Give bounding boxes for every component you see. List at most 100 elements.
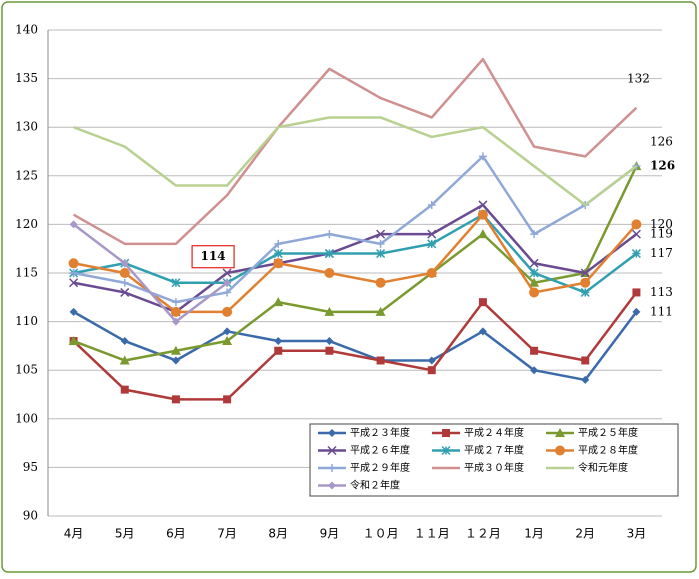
y-tick-label: 135 [15, 71, 38, 85]
annotation-box [191, 245, 235, 269]
x-tick-label: 7月 [217, 527, 237, 541]
marker [478, 200, 488, 210]
y-tick-label: 140 [15, 23, 38, 37]
marker [170, 306, 181, 317]
marker [325, 337, 334, 346]
marker [427, 356, 436, 365]
legend-label: 平成２３年度 [350, 426, 410, 439]
marker [427, 229, 437, 239]
series-line [73, 213, 638, 314]
marker [274, 346, 283, 355]
x-tick-label: 3月 [627, 527, 647, 541]
x-tick-label: 8月 [268, 527, 288, 541]
data-label: 126 [650, 159, 675, 173]
series-line [72, 291, 638, 401]
marker [427, 200, 436, 209]
series-line [72, 223, 228, 323]
legend-box [309, 423, 679, 497]
marker [631, 219, 642, 230]
data-label: 111 [650, 304, 673, 318]
series-line [73, 155, 638, 304]
legend-label: 平成３０年度 [464, 461, 524, 474]
legend-label: 平成２５年度 [578, 426, 638, 439]
marker [324, 268, 335, 278]
marker [171, 356, 180, 365]
series-line [72, 310, 638, 382]
marker [529, 268, 539, 278]
y-tick-label: 110 [15, 314, 38, 328]
marker [223, 395, 232, 404]
marker [632, 288, 641, 297]
marker [222, 336, 233, 346]
marker [631, 249, 641, 259]
marker [274, 337, 283, 346]
marker [477, 209, 488, 220]
marker [170, 345, 181, 355]
marker [68, 258, 79, 269]
marker [69, 220, 78, 229]
marker [530, 366, 539, 375]
y-tick-label: 95 [23, 460, 38, 474]
y-tick-label: 100 [15, 411, 38, 425]
marker [478, 327, 487, 336]
marker [69, 307, 78, 316]
marker [324, 249, 334, 259]
marker [273, 258, 284, 269]
marker [327, 445, 337, 456]
series-line [73, 203, 638, 314]
marker [171, 395, 180, 404]
data-label: 120 [650, 217, 673, 231]
x-tick-label: 9月 [320, 527, 340, 541]
marker [530, 230, 539, 239]
marker [171, 298, 180, 307]
marker [120, 287, 130, 297]
marker [441, 445, 451, 456]
marker [426, 268, 437, 278]
marker [529, 277, 540, 287]
marker [69, 269, 78, 277]
legend-label: 平成２４年度 [464, 426, 524, 439]
marker [529, 258, 539, 268]
data-label: 117 [650, 246, 673, 260]
marker [222, 306, 233, 317]
marker [580, 277, 591, 288]
x-tick-label: 5月 [115, 527, 135, 541]
marker [477, 229, 488, 239]
y-tick-label: 125 [15, 168, 38, 182]
data-label: 126 [650, 135, 673, 149]
marker [223, 327, 232, 336]
marker [376, 249, 386, 259]
marker [376, 229, 386, 239]
legend-label: 平成２７年度 [464, 444, 524, 457]
marker [273, 297, 284, 307]
x-tick-label: １２月 [465, 527, 501, 541]
x-tick-label: 4月 [64, 527, 84, 541]
marker [68, 336, 79, 346]
series-line [73, 213, 638, 294]
y-tick-label: 130 [15, 120, 38, 134]
marker [555, 445, 565, 456]
marker [324, 306, 335, 316]
marker [442, 429, 450, 437]
marker [223, 278, 232, 287]
x-tick-label: １０月 [363, 527, 399, 541]
marker [328, 429, 336, 437]
y-tick-label: 90 [23, 509, 38, 523]
legend-label: 平成２９年度 [350, 461, 410, 474]
data-label: 132 [627, 71, 650, 85]
series-line [73, 165, 638, 362]
y-tick-label: 120 [15, 217, 38, 231]
marker [325, 230, 334, 239]
marker [376, 239, 385, 248]
annotation: 114 [201, 249, 226, 263]
marker [375, 277, 386, 288]
series-line [73, 116, 638, 207]
marker [325, 346, 334, 355]
marker [328, 481, 336, 490]
marker [580, 287, 590, 297]
x-tick-label: １１月 [414, 527, 450, 541]
marker [632, 162, 641, 171]
marker [120, 259, 129, 268]
marker [478, 152, 487, 161]
